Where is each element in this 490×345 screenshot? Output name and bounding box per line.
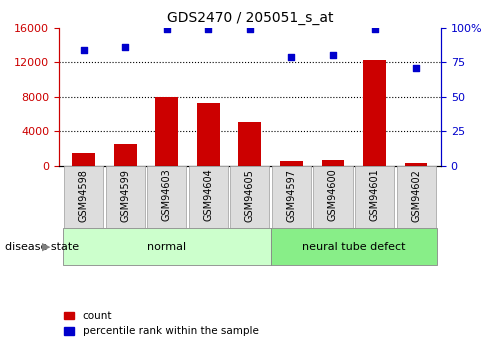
Text: GSM94598: GSM94598 — [79, 169, 89, 221]
Point — [246, 26, 254, 32]
Text: GSM94597: GSM94597 — [287, 169, 296, 222]
Bar — [73, 152, 95, 166]
Text: GSM94599: GSM94599 — [120, 169, 130, 221]
Bar — [270, 228, 437, 265]
Bar — [155, 97, 178, 166]
Text: normal: normal — [147, 242, 186, 252]
Point — [329, 52, 337, 58]
Bar — [239, 122, 261, 166]
Text: neural tube defect: neural tube defect — [302, 242, 406, 252]
Bar — [230, 166, 270, 228]
Point — [80, 47, 88, 52]
Bar — [147, 166, 186, 228]
Text: ▶: ▶ — [42, 242, 51, 252]
Point — [204, 26, 212, 32]
Legend: count, percentile rank within the sample: count, percentile rank within the sample — [64, 311, 259, 336]
Bar — [363, 59, 386, 166]
Text: GSM94602: GSM94602 — [411, 169, 421, 221]
Bar — [314, 166, 352, 228]
Bar — [189, 166, 228, 228]
Point — [288, 54, 295, 59]
Bar — [64, 166, 103, 228]
Point — [370, 26, 378, 32]
Point — [122, 44, 129, 50]
Text: GSM94603: GSM94603 — [162, 169, 172, 221]
Bar — [63, 228, 270, 265]
Bar — [197, 104, 220, 166]
Title: GDS2470 / 205051_s_at: GDS2470 / 205051_s_at — [167, 11, 333, 25]
Bar — [396, 166, 436, 228]
Bar — [106, 166, 145, 228]
Text: disease state: disease state — [5, 242, 79, 252]
Point — [412, 65, 420, 70]
Bar — [280, 161, 303, 166]
Bar — [355, 166, 394, 228]
Bar — [405, 163, 427, 166]
Text: GSM94600: GSM94600 — [328, 169, 338, 221]
Bar — [114, 144, 137, 166]
Text: GSM94605: GSM94605 — [245, 169, 255, 221]
Bar — [321, 160, 344, 166]
Point — [163, 26, 171, 32]
Bar — [272, 166, 311, 228]
Text: GSM94604: GSM94604 — [203, 169, 213, 221]
Text: GSM94601: GSM94601 — [369, 169, 380, 221]
